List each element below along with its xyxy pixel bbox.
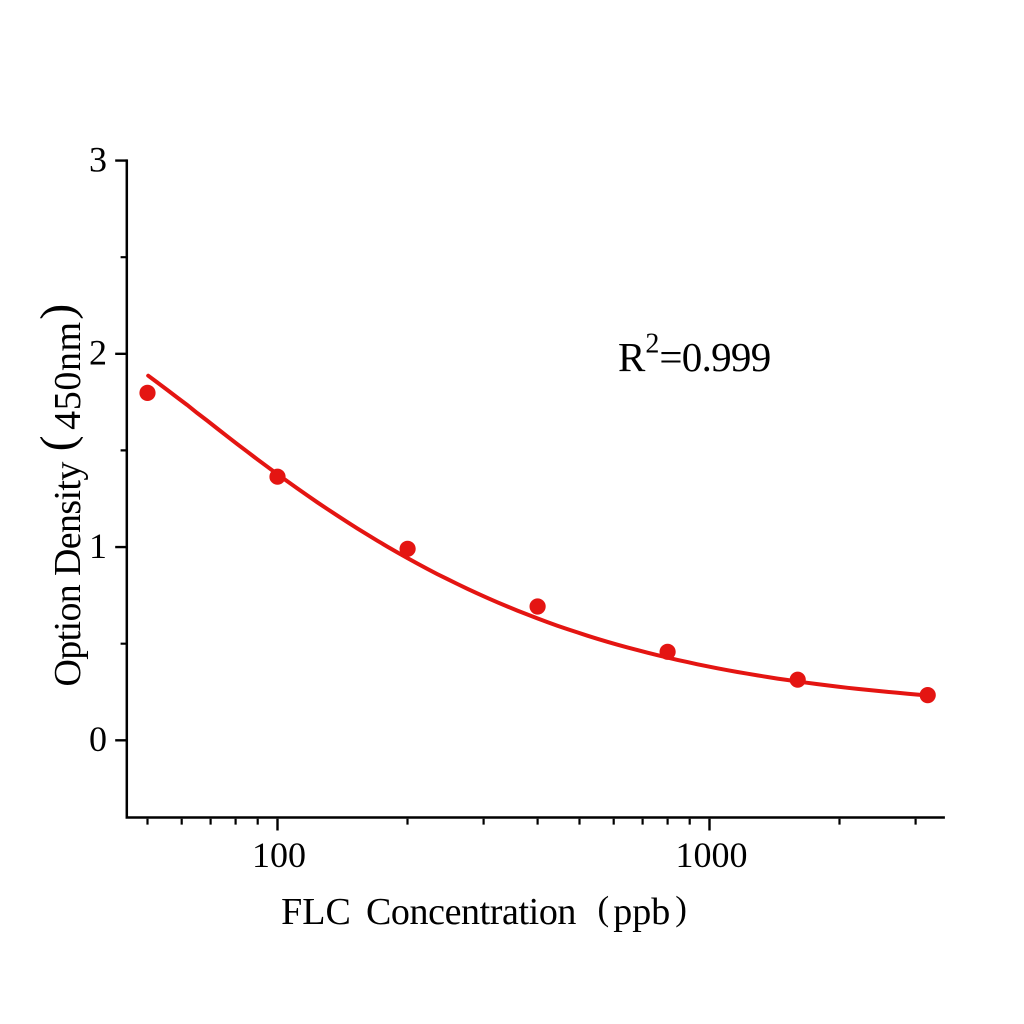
- svg-text:FLC Concentration(ppb): FLC Concentration(ppb): [281, 889, 687, 933]
- svg-text:1: 1: [89, 526, 107, 566]
- svg-text:1000: 1000: [676, 835, 748, 875]
- svg-text:3: 3: [89, 139, 107, 179]
- svg-text:R2=0.999: R2=0.999: [618, 329, 771, 381]
- svg-text:2: 2: [89, 333, 107, 373]
- svg-text:100: 100: [252, 835, 306, 875]
- svg-text:0: 0: [89, 719, 107, 759]
